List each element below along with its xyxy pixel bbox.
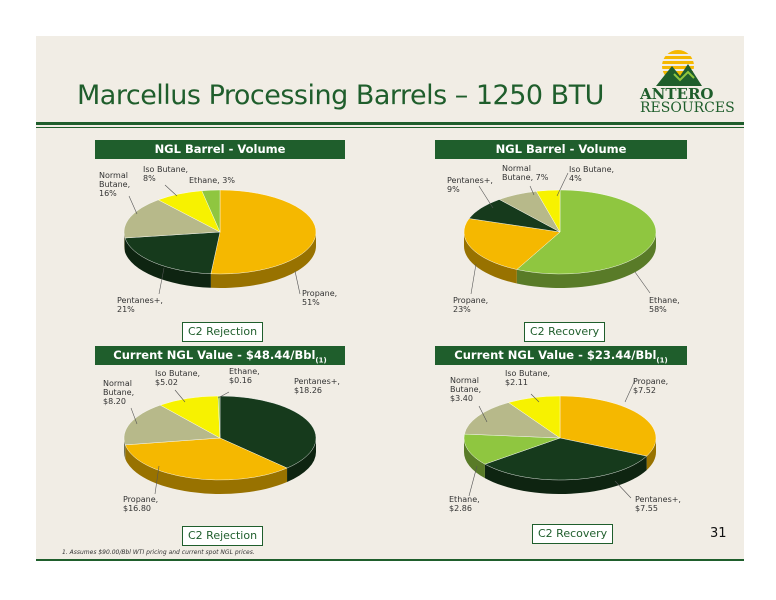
- pie-slice-ethane: [463, 433, 561, 465]
- data-label-pentanes: Pentanes+, 9%: [447, 176, 493, 194]
- pie-slice-pentanes: [219, 395, 317, 469]
- data-label-propane: Propane, $7.52: [633, 377, 668, 395]
- pie-side-pentanes: [484, 456, 647, 494]
- leader-line-ethane: [217, 391, 230, 399]
- pie-slice-normal_butane: [464, 402, 561, 439]
- data-label-iso_butane: Iso Butane, $2.11: [505, 369, 550, 387]
- pie-side-propane: [210, 232, 316, 288]
- leader-line-propane: [294, 270, 301, 295]
- antero-logo: [656, 50, 702, 86]
- pie-side-normal_butane: [124, 438, 126, 459]
- data-label-iso_butane: Iso Butane, 8%: [143, 165, 188, 183]
- leader-line-iso_butane: [556, 172, 569, 197]
- data-label-normal_butane: Normal Butane, 7%: [502, 164, 549, 182]
- leader-line-ethane: [468, 465, 478, 497]
- leader-line-pentanes: [158, 267, 165, 295]
- data-label-propane: Propane, 51%: [302, 289, 337, 307]
- pie-slice-iso_butane: [508, 395, 561, 439]
- tag-c2-recovery-top: C2 Recovery: [524, 322, 606, 342]
- panel-header-volume-rejection: NGL Barrel - Volume: [95, 140, 345, 159]
- pie-slice-pentanes: [124, 231, 221, 275]
- pie-chart-volume-recovery: Ethane, 58% Propane, 23% Pentanes+, 9% Normal B…: [447, 164, 680, 314]
- leader-line-normal_butane: [529, 185, 535, 196]
- page-number: 31: [710, 526, 727, 541]
- pie-slice-ethane: [201, 189, 221, 233]
- tag-c2-rejection-bottom: C2 Rejection: [182, 526, 264, 546]
- tag-c2-recovery-bottom: C2 Recovery: [532, 524, 614, 544]
- footnote: 1. Assumes $90.00/Bbl WTI pricing and cu…: [62, 549, 255, 556]
- pie-slice-propane: [559, 395, 657, 457]
- logo-text-resources: RESOURCES: [640, 100, 735, 116]
- header-rule-thin: [36, 127, 744, 128]
- data-label-propane: Propane, $16.80: [123, 495, 158, 513]
- leader-line-normal_butane: [128, 195, 138, 215]
- pie-side-pentanes: [124, 237, 211, 288]
- data-label-ethane: Ethane, 58%: [649, 296, 680, 314]
- leader-line-propane: [624, 379, 636, 403]
- pie-slice-ethane: [516, 189, 657, 275]
- page-title: Marcellus Processing Barrels – 1250 BTU: [77, 80, 604, 111]
- pie-slice-propane: [125, 437, 288, 481]
- leader-line-propane: [154, 465, 160, 495]
- pie-side-propane: [646, 438, 656, 471]
- pie-slice-normal_butane: [123, 404, 221, 446]
- pie-slice-propane: [463, 218, 561, 270]
- header-rule: [36, 122, 744, 125]
- data-label-ethane: Ethane, $0.16: [229, 367, 260, 385]
- pie-side-propane: [125, 444, 288, 494]
- pie-chart-value-rejection: Pentanes+, $18.26 Propane, $16.80 Normal Buta…: [103, 367, 340, 513]
- pie-slice-pentanes: [484, 437, 648, 481]
- leader-line-normal_butane: [130, 407, 138, 425]
- pie-slice-ethane: [217, 395, 221, 439]
- pie-chart-value-recovery: Propane, $7.52 Pentanes+, $7.55 Ethane, $2.86…: [449, 369, 681, 513]
- pie-side-pentanes: [287, 438, 316, 483]
- leader-line-pentanes: [478, 185, 494, 209]
- pie-slice-normal_butane: [123, 199, 221, 239]
- leader-line-propane: [470, 263, 477, 295]
- pie-side-normal_butane: [124, 232, 125, 252]
- data-label-pentanes: Pentanes+, 21%: [117, 296, 163, 314]
- data-label-pentanes: Pentanes+, $7.55: [635, 495, 681, 513]
- leader-line-pentanes: [614, 480, 632, 499]
- leader-line-iso_butane: [164, 184, 178, 197]
- mountain-icon: [656, 64, 702, 86]
- footer-rule: [36, 559, 744, 561]
- pie-side-propane: [464, 232, 517, 284]
- data-label-normal_butane: Normal Butane, $8.20: [103, 379, 134, 406]
- leader-line-iso_butane: [174, 389, 186, 403]
- data-label-normal_butane: Normal Butane, 16%: [99, 171, 130, 198]
- data-label-pentanes: Pentanes+, $18.26: [294, 377, 340, 395]
- leader-line-iso_butane: [530, 393, 540, 403]
- panel-header-volume-recovery: NGL Barrel - Volume: [435, 140, 687, 159]
- data-label-iso_butane: Iso Butane, 4%: [569, 165, 614, 183]
- data-label-ethane: Ethane, 3%: [189, 176, 235, 185]
- tag-c2-rejection-top: C2 Rejection: [182, 322, 264, 342]
- data-label-normal_butane: Normal Butane, $3.40: [450, 376, 481, 403]
- logo-text-antero: ANTERO: [640, 85, 714, 103]
- pie-chart-volume-rejection: Propane, 51% Pentanes+, 21% Normal Butane, 16%…: [99, 165, 337, 314]
- panel-header-value-recovery: Current NGL Value - $23.44/Bbl(1): [435, 346, 687, 365]
- panel-header-value-rejection: Current NGL Value - $48.44/Bbl(1): [95, 346, 345, 365]
- leader-line-ethane: [634, 271, 651, 294]
- leader-line-normal_butane: [478, 405, 488, 423]
- data-label-propane: Propane, 23%: [453, 296, 488, 314]
- data-label-ethane: Ethane, $2.86: [449, 495, 480, 513]
- pie-side-ethane: [464, 438, 485, 479]
- data-label-iso_butane: Iso Butane, $5.02: [155, 369, 200, 387]
- pie-slice-propane: [210, 189, 317, 275]
